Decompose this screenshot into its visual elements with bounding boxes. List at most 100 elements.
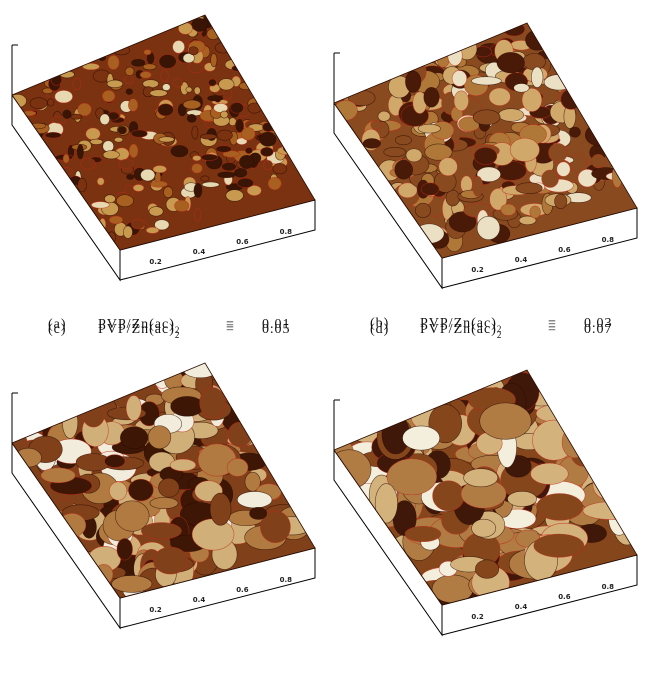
texture [507, 491, 536, 506]
texture [192, 519, 234, 550]
texture [120, 427, 148, 449]
texture [201, 154, 218, 160]
texture [189, 47, 199, 55]
texture [159, 137, 174, 142]
texture [150, 90, 168, 97]
texture [128, 479, 153, 501]
texture [418, 124, 440, 133]
texture [170, 459, 196, 471]
texture [162, 84, 170, 91]
texture [260, 132, 277, 146]
axis-tick-label: 0.8 [602, 236, 615, 244]
texture [363, 139, 381, 149]
texture [464, 469, 498, 487]
texture [542, 170, 559, 188]
formula: PVP/Zn(ac) [98, 322, 175, 337]
texture [146, 227, 159, 233]
texture [117, 538, 133, 560]
texture [474, 147, 497, 164]
caption-value: 0.05 [262, 322, 291, 337]
texture [171, 146, 188, 157]
texture [557, 162, 570, 177]
texture [210, 493, 231, 525]
texture [239, 155, 253, 168]
texture [211, 53, 217, 66]
texture [489, 88, 510, 106]
texture [473, 176, 483, 196]
formula: PVP/Zn(ac) [420, 322, 497, 337]
texture [140, 72, 151, 79]
texture [55, 90, 73, 103]
texture [153, 547, 187, 574]
texture [536, 405, 569, 422]
texture [228, 422, 252, 447]
texture [150, 181, 167, 187]
texture [118, 126, 126, 133]
texture [235, 119, 244, 133]
texture [193, 155, 201, 160]
texture [245, 147, 252, 154]
texture [90, 139, 103, 145]
texture [263, 454, 281, 465]
texture [109, 482, 126, 500]
texture [226, 190, 244, 202]
texture [128, 99, 138, 111]
texture [268, 177, 281, 189]
texture [178, 23, 192, 35]
texture [237, 491, 272, 507]
caption-label: (d) [370, 322, 389, 337]
texture [583, 502, 637, 520]
texture [497, 52, 524, 72]
texture [107, 80, 123, 88]
texture [161, 70, 169, 82]
texture [273, 163, 287, 174]
texture [503, 22, 525, 36]
caption-formula: PVP/Zn(ac)2 [98, 322, 180, 340]
texture [131, 219, 144, 229]
texture [143, 80, 159, 88]
texture [472, 519, 496, 537]
subscript: 2 [175, 330, 181, 340]
texture [215, 42, 232, 53]
texture [405, 526, 441, 541]
caption-value: 0.07 [584, 322, 613, 337]
texture [395, 160, 413, 179]
axis-tick-label: 0.6 [236, 238, 249, 246]
texture [200, 387, 226, 418]
texture [103, 151, 119, 159]
texture [45, 132, 61, 138]
texture [131, 130, 147, 137]
texture [208, 95, 223, 101]
texture [78, 103, 92, 116]
texture [585, 124, 614, 146]
texture [446, 190, 460, 206]
texture [591, 154, 605, 168]
texture [555, 194, 567, 209]
texture [477, 216, 500, 239]
texture [448, 45, 462, 65]
texture [80, 158, 95, 169]
texture [570, 127, 581, 137]
texture [48, 99, 55, 106]
texture [150, 497, 178, 508]
axis-tick-label: 0.8 [280, 576, 293, 584]
texture [237, 178, 253, 188]
texture [207, 29, 220, 40]
texture [593, 470, 618, 499]
texture [148, 426, 171, 449]
texture [141, 523, 181, 540]
texture [454, 91, 469, 111]
axis-tick-label: 0.2 [149, 258, 162, 266]
texture [73, 78, 81, 90]
texture [510, 138, 539, 161]
texture [531, 67, 543, 88]
texture [201, 176, 210, 181]
texture [187, 114, 196, 122]
texture [78, 178, 87, 192]
texture [217, 130, 232, 140]
subscript: 2 [497, 330, 503, 340]
texture [41, 468, 75, 483]
texture [116, 195, 133, 207]
texture [125, 67, 134, 76]
texture [158, 104, 174, 116]
